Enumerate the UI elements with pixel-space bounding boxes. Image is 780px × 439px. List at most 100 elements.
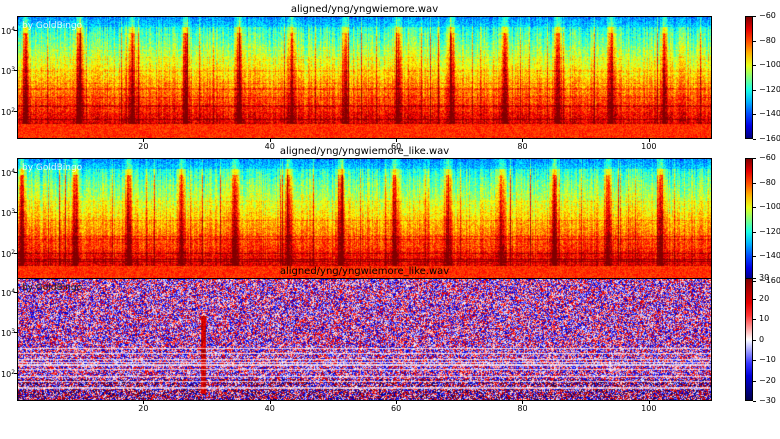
y-tick-label: 103 (1, 208, 15, 218)
x-tick-mark (522, 139, 524, 142)
spectrogram-plot: by GoldBingo (17, 158, 712, 281)
watermark-text: by GoldBingo (22, 21, 83, 31)
spectrogram-heatmap (18, 279, 711, 400)
colorbar-tick-mark (753, 339, 756, 341)
y-tick-mark (14, 171, 17, 173)
colorbar-tick-mark (753, 401, 756, 402)
x-tick-mark (143, 401, 145, 404)
y-tick-label: 103 (1, 66, 15, 76)
y-tick-exponent: 3 (11, 66, 16, 74)
x-tick-label: 20 (138, 142, 149, 151)
colorbar-tick-mark (753, 40, 756, 42)
y-tick-mark (14, 372, 17, 374)
colorbar-tick-mark (753, 207, 756, 209)
colorbar-tick-label: −30 (759, 396, 776, 405)
colorbar-tick-label: −20 (759, 375, 776, 385)
y-tick-label: 102 (1, 369, 15, 379)
x-tick-label: 60 (390, 142, 402, 151)
spectrogram-plot: by GoldBingo (17, 16, 712, 139)
colorbar-tick-label: 0 (759, 334, 765, 344)
colorbar-tick-label: −80 (759, 177, 776, 187)
colorbar-tick-label: −100 (759, 60, 780, 70)
spectrogram-panel: aligned/yng/yngwiemore.wav by GoldBingo 20… (0, 0, 780, 151)
colorbar-tick-label: −60 (759, 11, 776, 20)
x-tick-mark (143, 139, 145, 142)
colorbar-tick-label: −120 (759, 84, 780, 94)
y-tick-exponent: 2 (11, 248, 16, 256)
chart-title: aligned/yng/yngwiemore_like.wav (279, 146, 450, 157)
colorbar-tick-mark (753, 65, 756, 67)
y-tick-base: 10 (1, 369, 12, 379)
colorbar-tick-label: −160 (759, 276, 780, 285)
x-tick-label: 100 (641, 142, 657, 151)
y-tick-base: 10 (1, 288, 12, 298)
colorbar-tick-label: −140 (759, 251, 780, 261)
x-tick-label: 60 (390, 404, 402, 413)
y-tick-exponent: 2 (11, 106, 16, 114)
y-tick-base: 10 (1, 67, 12, 77)
y-tick-mark (14, 70, 17, 72)
colorbar-tick-label: −120 (759, 226, 780, 236)
x-tick-mark (396, 401, 398, 404)
y-tick-mark (14, 29, 17, 31)
y-tick-base: 10 (1, 329, 12, 339)
y-tick-exponent: 2 (11, 368, 16, 376)
x-tick-label: 40 (264, 142, 275, 151)
y-tick-mark (14, 212, 17, 214)
colorbar (745, 16, 753, 139)
spectrogram-panel: aligned/yng/yngwiemore_like.wav by GoldBi… (0, 0, 780, 413)
x-tick-mark (269, 401, 271, 404)
colorbar-tick-mark (753, 89, 756, 91)
spectrogram-plot: by GoldBingo (17, 278, 712, 401)
y-tick-label: 102 (1, 249, 15, 259)
colorbar-tick-label: −160 (759, 134, 780, 143)
y-tick-label: 104 (1, 26, 15, 36)
colorbar (745, 158, 753, 281)
y-tick-label: 102 (1, 107, 15, 117)
y-tick-base: 10 (1, 107, 12, 117)
x-tick-mark (648, 401, 650, 404)
y-tick-label: 103 (1, 328, 15, 338)
colorbar-tick-mark (753, 278, 756, 279)
colorbar-tick-label: −60 (759, 153, 776, 162)
x-tick-mark (522, 401, 524, 404)
chart-title: aligned/yng/yngwiemore_like.wav (279, 266, 450, 277)
colorbar-tick-mark (753, 256, 756, 258)
colorbar-tick-mark (753, 231, 756, 233)
colorbar-tick-label: 10 (759, 314, 770, 323)
colorbar (745, 278, 753, 401)
y-tick-mark (14, 252, 17, 254)
colorbar-tick-mark (753, 298, 756, 300)
colorbar-tick-label: −10 (759, 355, 776, 364)
colorbar-tick-mark (753, 281, 756, 282)
y-tick-mark (14, 332, 17, 334)
x-tick-label: 100 (641, 404, 657, 413)
y-tick-base: 10 (1, 168, 12, 178)
colorbar-tick-label: −140 (759, 109, 780, 119)
colorbar-tick-mark (753, 360, 756, 361)
x-tick-mark (396, 139, 398, 142)
x-tick-mark (648, 139, 650, 142)
y-tick-base: 10 (1, 26, 12, 36)
colorbar-tick-mark (753, 319, 756, 320)
colorbar-tick-mark (753, 158, 756, 159)
y-tick-label: 104 (1, 288, 15, 298)
x-tick-mark (269, 139, 271, 142)
watermark-text: by GoldBingo (22, 283, 83, 293)
y-tick-exponent: 4 (11, 287, 16, 295)
colorbar-tick-mark (753, 380, 756, 382)
colorbar-tick-mark (753, 114, 756, 116)
y-tick-exponent: 4 (11, 25, 16, 33)
x-tick-label: 40 (264, 404, 275, 413)
y-tick-mark (14, 110, 17, 112)
colorbar-tick-label: 20 (759, 293, 770, 303)
x-tick-label: 20 (138, 404, 149, 413)
colorbar-tick-mark (753, 16, 756, 17)
spectrogram-heatmap (18, 17, 711, 138)
colorbar-tick-mark (753, 182, 756, 184)
colorbar-tick-mark (753, 139, 756, 140)
x-tick-label: 80 (517, 404, 528, 413)
y-tick-base: 10 (1, 209, 12, 219)
colorbar-tick-label: 30 (759, 273, 770, 282)
x-tick-label: 80 (517, 142, 528, 151)
